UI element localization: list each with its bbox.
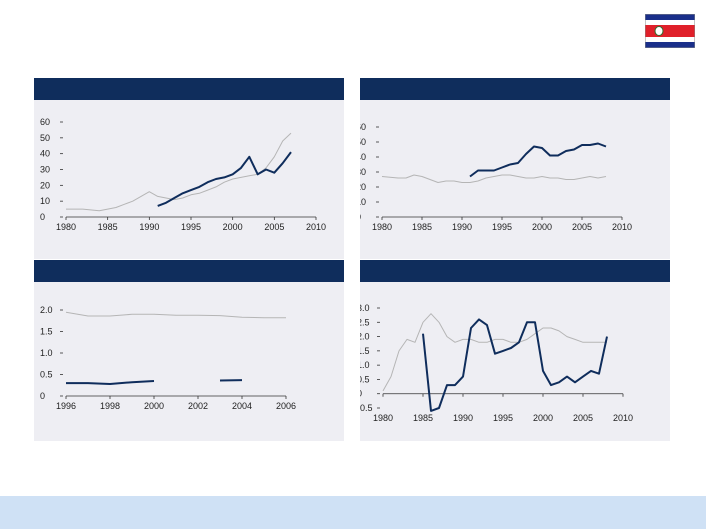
x-tick-label: 1996 — [56, 401, 76, 411]
costa-rica-flag — [645, 14, 695, 48]
y-tick-label: 60 — [360, 122, 366, 132]
x-tick-label: 2000 — [532, 222, 552, 232]
x-tick-label: 1990 — [139, 222, 159, 232]
flag-stripe-white-top — [645, 20, 695, 25]
y-tick-label: 2.0 — [360, 332, 370, 342]
flag-stripe-white-bottom — [645, 37, 695, 42]
x-tick-label: 1990 — [452, 222, 472, 232]
y-tick-label: 2.5 — [360, 317, 370, 327]
x-tick-label: 2000 — [144, 401, 164, 411]
x-tick-label: 2005 — [264, 222, 284, 232]
y-tick-label: 1.5 — [40, 327, 53, 337]
y-tick-label: 0.5 — [40, 370, 53, 380]
chart-4: 1980 1985 1990 1995 2000 2005 2010 -0.5 0 0.5 1.0 1… — [360, 303, 633, 423]
x-tick-label: 2000 — [533, 413, 553, 423]
y-tick-label: 30 — [40, 165, 50, 175]
y-tick-label: 3.0 — [360, 303, 370, 313]
y-tick-label: 20 — [40, 180, 50, 190]
y-tick-label: 50 — [40, 133, 50, 143]
y-tick-label: 50 — [360, 137, 366, 147]
y-tick-label: 0 — [40, 212, 45, 222]
x-tick-label: 1985 — [412, 222, 432, 232]
x-tick-label: 2005 — [573, 413, 593, 423]
y-tick-label: 0.5 — [360, 374, 370, 384]
series-line-secondary — [65, 311, 286, 319]
y-tick-label: -0.5 — [360, 403, 373, 413]
chart-2: 1980 1985 1990 1995 2000 2005 2010 0 10 20 30 40 50 6… — [360, 122, 632, 232]
series-line-secondary — [381, 174, 607, 183]
x-tick-label: 1995 — [181, 222, 201, 232]
x-tick-label: 2000 — [223, 222, 243, 232]
x-tick-label: 2004 — [232, 401, 252, 411]
flag-stripe-blue-top — [645, 14, 695, 20]
chart-panel-1: 1980 1985 1990 1995 2000 2005 2010 0 10 20 30 40 50 6… — [34, 78, 344, 259]
series-line-primary — [157, 151, 292, 207]
x-tick-label: 2010 — [306, 222, 326, 232]
x-tick-label: 1995 — [493, 413, 513, 423]
y-tick-label: 60 — [40, 117, 50, 127]
x-tick-label: 1995 — [492, 222, 512, 232]
x-tick-label: 2005 — [572, 222, 592, 232]
chart-1: 1980 1985 1990 1995 2000 2005 2010 0 10 20 30 40 50 6… — [40, 117, 326, 232]
chart-panel-3: 1996 1998 2000 2002 2004 2006 0 0.5 1.0 1.5 2.0 — [34, 260, 344, 441]
series-line-primary — [422, 318, 608, 412]
y-tick-label: 1.0 — [360, 360, 370, 370]
x-tick-label: 2010 — [612, 222, 632, 232]
flag-stripe-red — [645, 25, 695, 37]
chart-panel-2-header — [360, 78, 670, 100]
y-tick-label: 2.0 — [40, 305, 53, 315]
chart-panel-1-header — [34, 78, 344, 100]
chart-panel-4-header — [360, 260, 670, 282]
series-line-primary — [66, 380, 155, 385]
x-tick-label: 1980 — [372, 222, 392, 232]
chart-panel-3-header — [34, 260, 344, 282]
series-line-primary — [469, 142, 607, 178]
x-tick-label: 2010 — [613, 413, 633, 423]
chart-panel-2: 1980 1985 1990 1995 2000 2005 2010 0 10 20 30 40 50 6… — [360, 78, 670, 259]
x-tick-label: 2006 — [276, 401, 296, 411]
chart-3: 1996 1998 2000 2002 2004 2006 0 0.5 1.0 1.5 2.0 — [40, 305, 296, 411]
y-tick-label: 1.5 — [360, 346, 370, 356]
series-line-secondary — [382, 313, 607, 392]
y-tick-label: 10 — [40, 196, 50, 206]
y-tick-label: 30 — [360, 167, 366, 177]
x-tick-label: 1990 — [453, 413, 473, 423]
y-tick-label: 20 — [360, 182, 366, 192]
x-tick-label: 1980 — [373, 413, 393, 423]
y-tick-label: 10 — [360, 197, 366, 207]
x-tick-label: 1985 — [98, 222, 118, 232]
x-tick-label: 2002 — [188, 401, 208, 411]
y-tick-label: 0 — [40, 391, 45, 401]
y-tick-label: 0 — [360, 212, 361, 222]
x-tick-label: 1998 — [100, 401, 120, 411]
flag-coat-of-arms-icon — [654, 26, 664, 36]
y-tick-label: 0 — [360, 389, 362, 399]
y-tick-label: 40 — [360, 152, 366, 162]
x-tick-label: 1980 — [56, 222, 76, 232]
footer-band — [0, 496, 706, 529]
x-tick-label: 1985 — [413, 413, 433, 423]
y-tick-label: 40 — [40, 149, 50, 159]
y-tick-label: 1.0 — [40, 348, 53, 358]
chart-panel-4: 1980 1985 1990 1995 2000 2005 2010 -0.5 0 0.5 1.0 1… — [360, 260, 670, 441]
flag-stripe-blue-bottom — [645, 42, 695, 48]
flag-outline — [645, 14, 695, 48]
